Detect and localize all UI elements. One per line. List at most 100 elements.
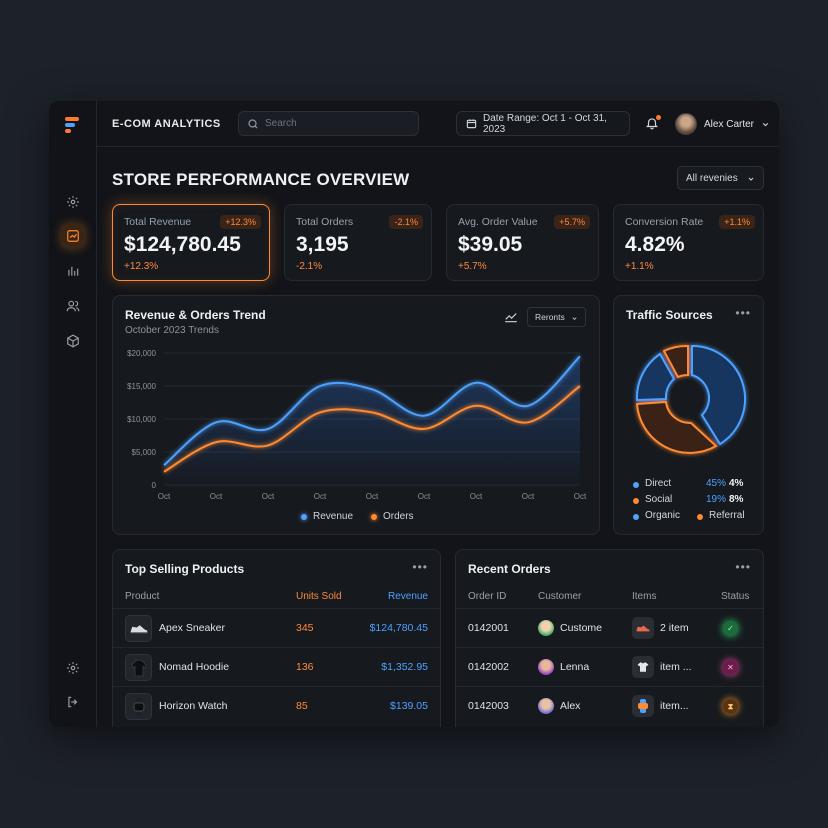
column-header-units-sold: Units Sold	[296, 591, 342, 602]
revenue-line	[163, 355, 581, 466]
status-cancelled-icon: ✕	[723, 660, 738, 675]
more-options-icon[interactable]: •••	[735, 306, 751, 320]
kpi-badge: -2.1%	[389, 215, 423, 229]
revenue-orders-trend-card: Revenue & Orders Trend October 2023 Tren…	[112, 295, 600, 535]
table-row[interactable]: Nomad Hoodie 136 $1,352.95	[113, 647, 440, 686]
sneaker-icon	[632, 617, 654, 639]
traffic-sources-card: Traffic Sources ••• Direct	[613, 295, 764, 535]
traffic-pct-secondary: 8%	[729, 494, 744, 505]
customer-name: Custome	[560, 622, 603, 634]
orders-line	[163, 385, 581, 473]
brand-title: E-COM ANALYTICS	[112, 118, 221, 130]
avatar	[538, 659, 554, 675]
column-header-order-id: Order ID	[468, 591, 507, 602]
legend-orders: Orders	[371, 511, 414, 522]
users-icon[interactable]	[61, 294, 85, 318]
more-options-icon[interactable]: •••	[735, 560, 751, 574]
kpi-label: Conversion Rate	[625, 216, 704, 228]
main-content: STORE PERFORMANCE OVERVIEW All revenies …	[97, 148, 779, 727]
units-sold: 345	[296, 622, 314, 634]
column-header-customer: Customer	[538, 591, 582, 602]
notification-bell-icon[interactable]	[645, 115, 661, 133]
units-sold: 85	[296, 700, 308, 712]
recent-orders-card: Recent Orders ••• Order ID Customer Item…	[455, 549, 764, 727]
traffic-pct-secondary: 4%	[729, 478, 744, 489]
settings-icon[interactable]	[61, 656, 85, 680]
traffic-pct: 45%	[706, 478, 727, 489]
product-revenue: $139.05	[390, 700, 428, 712]
table-row[interactable]: Apex Sneaker 345 $124,780.45	[113, 608, 440, 647]
order-id: 0142001	[468, 622, 509, 634]
search-box[interactable]	[238, 111, 419, 136]
traffic-name: Organic	[645, 510, 681, 521]
status-pending-icon: ⧗	[723, 699, 738, 714]
reports-label: Reronts	[535, 312, 565, 322]
settings-icon[interactable]	[61, 190, 85, 214]
x-tick-label: Oct	[210, 492, 223, 501]
more-options-icon[interactable]: •••	[412, 560, 428, 574]
card-title: Revenue & Orders Trend	[125, 308, 266, 322]
kpi-value: 3,195	[296, 233, 349, 256]
box-icon[interactable]	[61, 329, 85, 353]
kpi-value: $39.05	[458, 233, 523, 256]
notification-dot	[656, 115, 661, 120]
table-row[interactable]: Horizon Watch 85 $139.05	[113, 686, 440, 725]
kpi-badge: +5.7%	[554, 215, 590, 229]
search-icon	[248, 119, 258, 129]
x-tick-label: Oct	[574, 492, 587, 501]
kpi-conversion-rate[interactable]: Conversion Rate +1.1% 4.82% +1.1%	[613, 204, 764, 281]
traffic-row-direct: Direct 45% 4%	[633, 478, 748, 492]
user-menu[interactable]: Alex Carter	[675, 112, 770, 136]
donut-segment-social	[635, 400, 718, 454]
x-tick-label: Oct	[366, 492, 379, 501]
card-title: Traffic Sources	[626, 308, 713, 322]
search-input[interactable]	[265, 112, 415, 135]
kpi-avg-order-value[interactable]: Avg. Order Value +5.7% $39.05 +5.7%	[446, 204, 599, 281]
revenue-filter-select[interactable]: All revenies	[677, 166, 764, 190]
product-revenue: $124,780.45	[369, 622, 428, 634]
x-tick-label: Oct	[314, 492, 327, 501]
tshirt-icon	[632, 656, 654, 678]
avatar	[538, 620, 554, 636]
kpi-label: Total Revenue	[124, 216, 192, 228]
table-row[interactable]: 0142001 Custome 2 item ✓	[456, 608, 763, 647]
donut-segment-direct	[691, 344, 746, 446]
product-name: Horizon Watch	[159, 700, 228, 712]
table-row[interactable]: 0142003 Alex item... ⧗	[456, 686, 763, 725]
order-id: 0142003	[468, 700, 509, 712]
y-tick-label: $15,000	[127, 382, 156, 391]
line-chart-icon[interactable]	[504, 311, 518, 323]
traffic-name-secondary: Referral	[709, 510, 745, 521]
traffic-row-organic: Organic Referral	[633, 510, 748, 524]
date-range-picker[interactable]: Date Range: Oct 1 - Oct 31, 2023	[456, 111, 630, 136]
reports-dropdown[interactable]: Reronts	[527, 307, 586, 327]
logout-icon[interactable]	[61, 690, 85, 714]
item-icon	[632, 695, 654, 717]
card-title: Top Selling Products	[125, 562, 245, 576]
customer-name: Lenna	[560, 661, 590, 673]
avatar	[675, 113, 697, 135]
table-row[interactable]: 0142002 Lenna item ... ✕	[456, 647, 763, 686]
kpi-delta: +1.1%	[625, 261, 654, 272]
top-selling-products-card: Top Selling Products ••• Product Units S…	[112, 549, 441, 727]
kpi-total-revenue[interactable]: Total Revenue +12.3% $124,780.45 +12.3%	[112, 204, 270, 281]
product-name: Apex Sneaker	[159, 622, 225, 634]
donut-segment-referral	[662, 344, 689, 379]
y-tick-label: $20,000	[127, 349, 156, 358]
x-tick-label: Oct	[418, 492, 431, 501]
traffic-donut-chart	[635, 344, 746, 454]
units-sold: 136	[296, 661, 314, 673]
product-name: Nomad Hoodie	[159, 661, 230, 673]
bar-chart-icon[interactable]	[61, 259, 85, 283]
analytics-icon[interactable]	[61, 224, 85, 248]
kpi-label: Total Orders	[296, 216, 354, 228]
filter-label: All revenies	[686, 172, 738, 184]
traffic-name: Social	[645, 494, 673, 505]
order-items: 2 item	[660, 622, 689, 634]
x-tick-label: Oct	[262, 492, 275, 501]
card-subtitle: October 2023 Trends	[125, 325, 219, 336]
legend-label: Revenue	[313, 511, 354, 522]
order-id: 0142002	[468, 661, 509, 673]
kpi-total-orders[interactable]: Total Orders -2.1% 3,195 -2.1%	[284, 204, 432, 281]
status-completed-icon: ✓	[723, 621, 738, 636]
